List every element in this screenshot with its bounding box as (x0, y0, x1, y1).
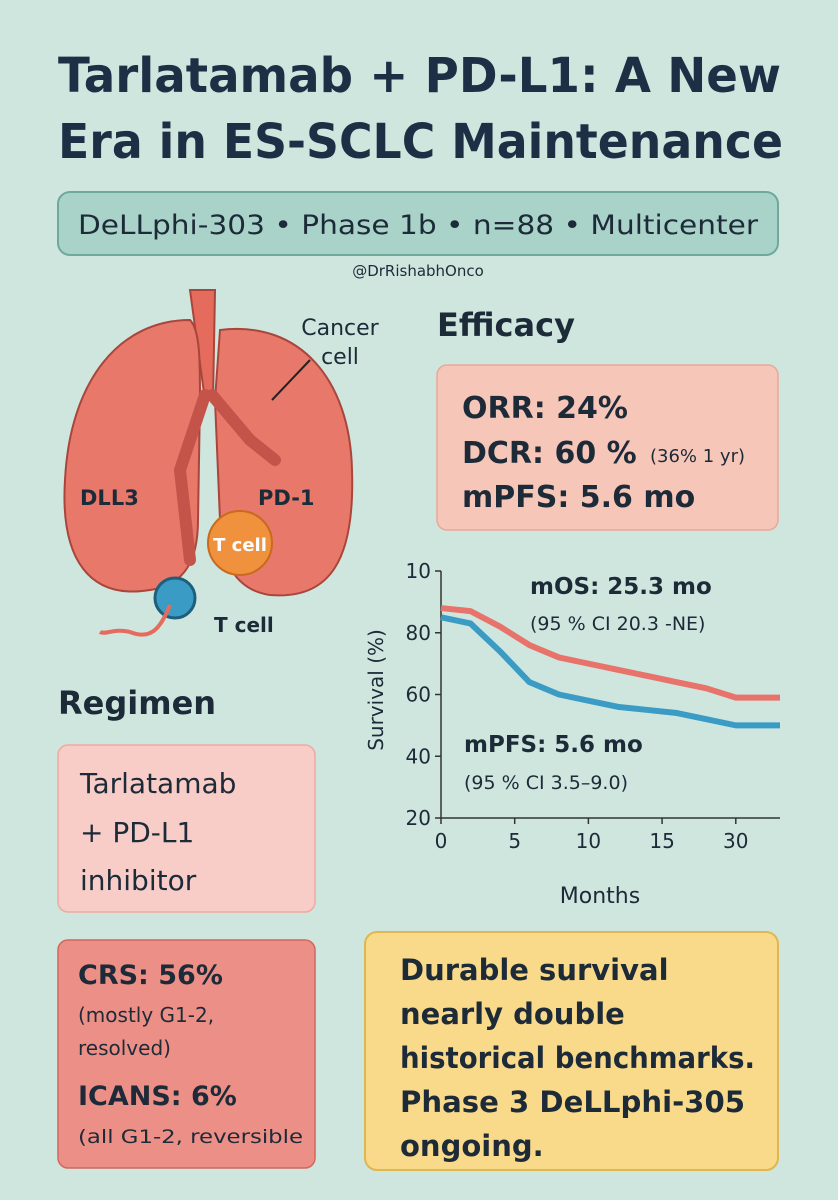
section-heading: Efficacy (437, 306, 575, 344)
y-tick-label: 10 (406, 559, 431, 583)
safety-box (57, 939, 316, 1169)
regimen-line: Tarlatamab (79, 767, 236, 800)
study-box (57, 191, 779, 256)
series-line (440, 614, 780, 729)
x-tick-label: 10 (576, 829, 601, 853)
illustration-label: DLL3 (80, 486, 139, 510)
efficacy-line: DCR: 60 % (462, 436, 637, 471)
regimen-line: inhibitor (80, 864, 197, 897)
y-axis-label: Survival (%) (364, 629, 388, 751)
safety-line: ICANS: 6% (78, 1081, 237, 1112)
series-line (440, 605, 780, 701)
annotation: mOS: 25.3 mo (530, 574, 712, 600)
conclusion-box (364, 931, 779, 1171)
study-text: DeLLphi-303 • Phase 1b • n=88 • Multicen… (78, 210, 759, 241)
safety-line: CRS: 56% (78, 960, 223, 991)
annotation: mPFS: 5.6 mo (464, 732, 643, 758)
title-line: Tarlatamab + PD-L1: A New (58, 48, 781, 104)
illustration-label: Cancer (301, 316, 379, 341)
annotation: (95 % CI 3.5–9.0) (464, 772, 628, 794)
x-axis-label: Months (560, 884, 640, 909)
y-tick-label: 60 (406, 683, 431, 707)
safety-note: resolved) (78, 1036, 171, 1060)
conclusion-line: Durable survival (400, 953, 669, 987)
y-tick-label: 20 (406, 806, 431, 830)
illustration-label: cell (321, 345, 359, 370)
x-tick-label: 30 (723, 829, 748, 853)
illustration-label: T cell (214, 613, 274, 637)
efficacy-box (436, 364, 779, 531)
illustration-label: PD-1 (258, 486, 315, 510)
annotation: (95 % CI 20.3 -NE) (530, 613, 705, 635)
efficacy-line: mPFS: 5.6 mo (462, 480, 695, 515)
conclusion-line: ongoing. (400, 1129, 544, 1163)
lung-illustration (63, 289, 354, 637)
x-tick-label: 15 (649, 829, 674, 853)
x-tick-label: 0 (435, 829, 448, 853)
x-tick-label: 5 (508, 829, 521, 853)
conclusion-line: nearly double (400, 997, 625, 1031)
safety-note: (mostly G1-2, (78, 1003, 214, 1027)
handle: @DrRishabhOnco (352, 262, 484, 280)
conclusion-line: historical benchmarks. (400, 1041, 755, 1075)
illustration-label: T cell (213, 535, 267, 556)
section-heading: Regimen (58, 684, 216, 722)
efficacy-note: (36% 1 yr) (650, 446, 745, 467)
efficacy-line: ORR: 24% (462, 391, 628, 426)
conclusion-line: Phase 3 DeLLphi-305 (400, 1085, 745, 1119)
safety-note: (all G1-2, reversible (78, 1126, 303, 1148)
regimen-box (57, 744, 316, 913)
y-tick-label: 40 (406, 744, 431, 768)
y-tick-label: 80 (406, 621, 431, 645)
title-line: Era in ES-SCLC Maintenance (58, 114, 783, 170)
regimen-line: + PD-L1 (80, 816, 194, 849)
